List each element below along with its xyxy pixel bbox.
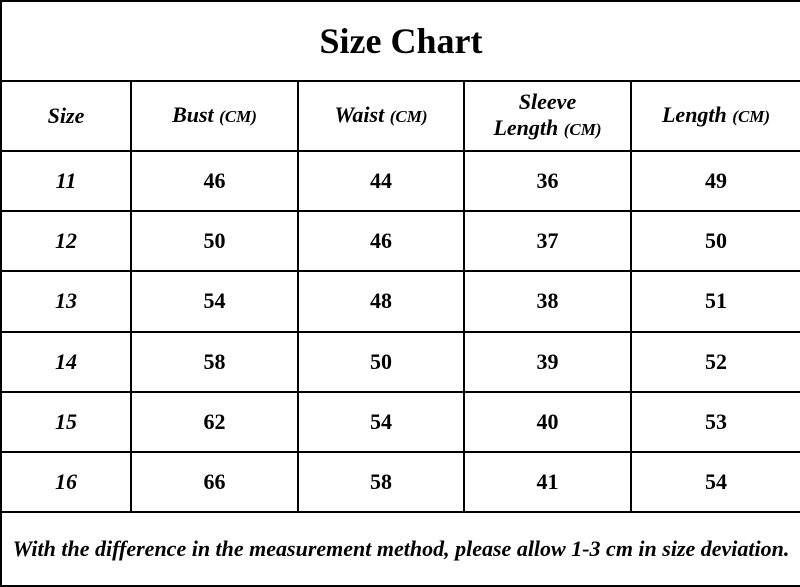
size-cell: 16 xyxy=(0,450,132,513)
note-row: With the difference in the measurement m… xyxy=(0,510,800,587)
column-header: Length (CM) xyxy=(629,80,800,153)
size-cell: 15 xyxy=(0,390,132,453)
value-cell: 39 xyxy=(463,330,632,393)
column-name: Size xyxy=(47,103,85,129)
column-name: Bust xyxy=(172,102,214,128)
value-cell: 44 xyxy=(297,150,465,213)
column-name: Length xyxy=(661,102,727,128)
value-cell: 37 xyxy=(463,210,632,273)
column-name: Waist xyxy=(334,102,385,128)
header-text: Bust (CM) xyxy=(132,102,297,130)
header-text: Waist (CM) xyxy=(299,102,463,130)
table-row: 12 50 46 37 50 xyxy=(0,210,800,273)
value-cell: 36 xyxy=(463,150,632,213)
value-cell: 50 xyxy=(629,210,800,273)
value-cell: 46 xyxy=(297,210,465,273)
table-row: 14 58 50 39 52 xyxy=(0,330,800,393)
header-row: Size Bust (CM) Waist (CM) Sleeve Length (CM… xyxy=(0,80,800,153)
value-cell: 41 xyxy=(463,450,632,513)
column-unit: (CM) xyxy=(219,107,257,127)
column-header: Waist (CM) xyxy=(297,80,465,153)
header-text: Length (CM) xyxy=(632,102,800,130)
size-cell: 13 xyxy=(0,270,132,333)
size-cell: 14 xyxy=(0,330,132,393)
value-cell: 53 xyxy=(629,390,800,453)
table-row: 13 54 48 38 51 xyxy=(0,270,800,333)
table-row: 16 66 58 41 54 xyxy=(0,450,800,513)
column-header: Sleeve Length (CM) xyxy=(463,80,632,153)
title: Size Chart xyxy=(0,0,800,83)
value-cell: 40 xyxy=(463,390,632,453)
value-cell: 66 xyxy=(130,450,299,513)
value-cell: 51 xyxy=(629,270,800,333)
table-row: 11 46 44 36 49 xyxy=(0,150,800,213)
value-cell: 46 xyxy=(130,150,299,213)
value-cell: 50 xyxy=(297,330,465,393)
value-cell: 58 xyxy=(130,330,299,393)
column-unit: (CM) xyxy=(732,107,771,127)
value-cell: 48 xyxy=(297,270,465,333)
value-cell: 62 xyxy=(130,390,299,453)
header-text: Size xyxy=(2,103,130,129)
value-cell: 54 xyxy=(130,270,299,333)
value-cell: 52 xyxy=(629,330,800,393)
header-text: Sleeve Length (CM) xyxy=(484,89,612,143)
column-unit: (CM) xyxy=(563,120,602,140)
value-cell: 54 xyxy=(297,390,465,453)
column-header: Bust (CM) xyxy=(130,80,299,153)
size-cell: 12 xyxy=(0,210,132,273)
value-cell: 54 xyxy=(629,450,800,513)
value-cell: 50 xyxy=(130,210,299,273)
value-cell: 49 xyxy=(629,150,800,213)
table-row: 15 62 54 40 53 xyxy=(0,390,800,453)
value-cell: 38 xyxy=(463,270,632,333)
column-unit: (CM) xyxy=(389,107,428,127)
note: With the difference in the measurement m… xyxy=(0,510,800,587)
column-name: Sleeve Length xyxy=(493,89,577,141)
size-cell: 11 xyxy=(0,150,132,213)
value-cell: 58 xyxy=(297,450,465,513)
column-header: Size xyxy=(0,80,132,153)
